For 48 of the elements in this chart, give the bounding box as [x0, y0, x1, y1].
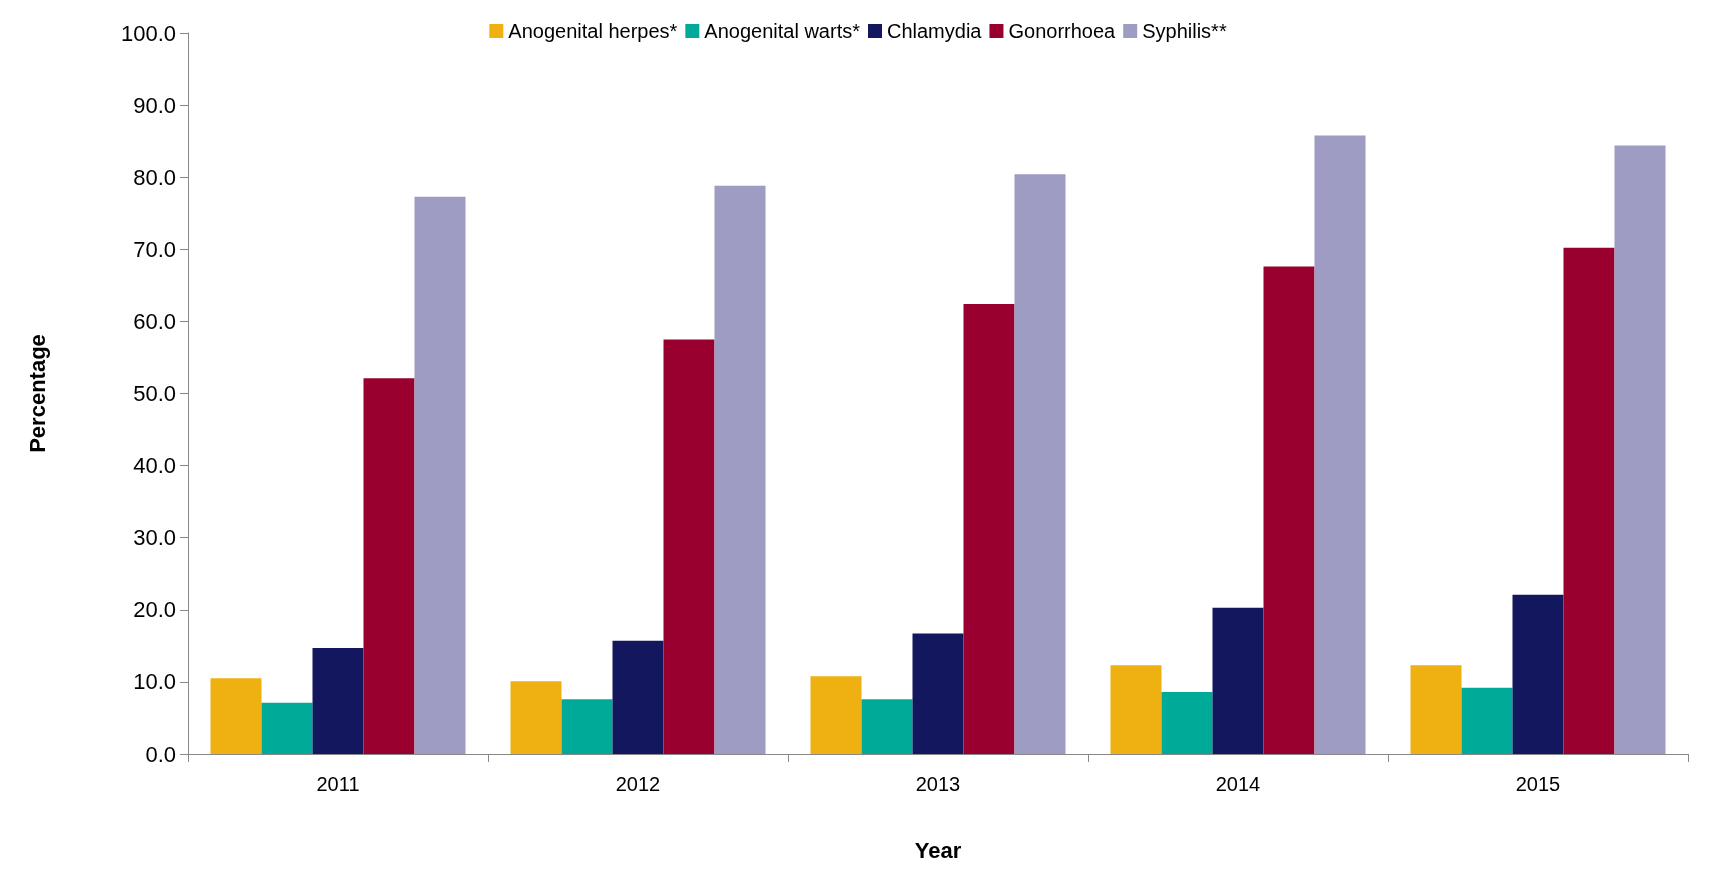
bar — [414, 196, 466, 754]
bar — [963, 304, 1015, 754]
bar — [210, 678, 262, 754]
y-tick-label: 60.0 — [133, 308, 176, 334]
bar — [1461, 687, 1513, 754]
bar — [1563, 247, 1615, 754]
y-tick-label: 40.0 — [133, 453, 176, 479]
y-tick-label: 100.0 — [120, 20, 176, 46]
bar — [1314, 135, 1366, 754]
y-tick-label: 90.0 — [133, 92, 176, 118]
x-tick-label: 2011 — [316, 773, 360, 795]
bar — [1161, 691, 1213, 754]
y-tick-label: 80.0 — [133, 164, 176, 190]
bar — [1014, 174, 1066, 754]
bar — [1512, 594, 1564, 754]
bar — [1614, 145, 1666, 754]
bar — [663, 339, 715, 754]
y-tick-label: 20.0 — [133, 597, 176, 623]
y-tick-label: 70.0 — [133, 236, 176, 262]
legend-label: Chlamydia — [886, 20, 983, 42]
y-axis-title: Percentage — [24, 334, 50, 453]
bar — [510, 681, 562, 754]
bar — [912, 633, 964, 754]
legend-label: Anogenital warts* — [704, 20, 861, 42]
bar — [1212, 607, 1264, 754]
legend-label: Gonorrhoea — [1008, 20, 1117, 42]
legend-label: Syphilis** — [1142, 20, 1227, 42]
bar — [261, 702, 313, 754]
x-tick-label: 2014 — [1215, 773, 1261, 795]
bar — [363, 378, 415, 754]
y-tick-label: 0.0 — [145, 741, 176, 767]
bar — [561, 699, 613, 754]
bar — [861, 699, 913, 754]
x-axis-title: Year — [914, 837, 962, 863]
bar — [714, 185, 766, 754]
bar — [1263, 266, 1315, 754]
y-tick-label: 30.0 — [133, 525, 176, 551]
y-tick-label: 10.0 — [133, 669, 176, 695]
bar — [1110, 665, 1162, 754]
legend-label: Anogenital herpes* — [508, 20, 678, 42]
bar — [312, 648, 364, 754]
x-tick-label: 2013 — [915, 773, 961, 795]
bar — [1410, 665, 1462, 754]
bar — [612, 640, 664, 754]
x-tick-label: 2015 — [1515, 773, 1561, 795]
x-tick-label: 2012 — [615, 773, 661, 795]
bar — [810, 676, 862, 754]
y-tick-label: 50.0 — [133, 381, 176, 406]
